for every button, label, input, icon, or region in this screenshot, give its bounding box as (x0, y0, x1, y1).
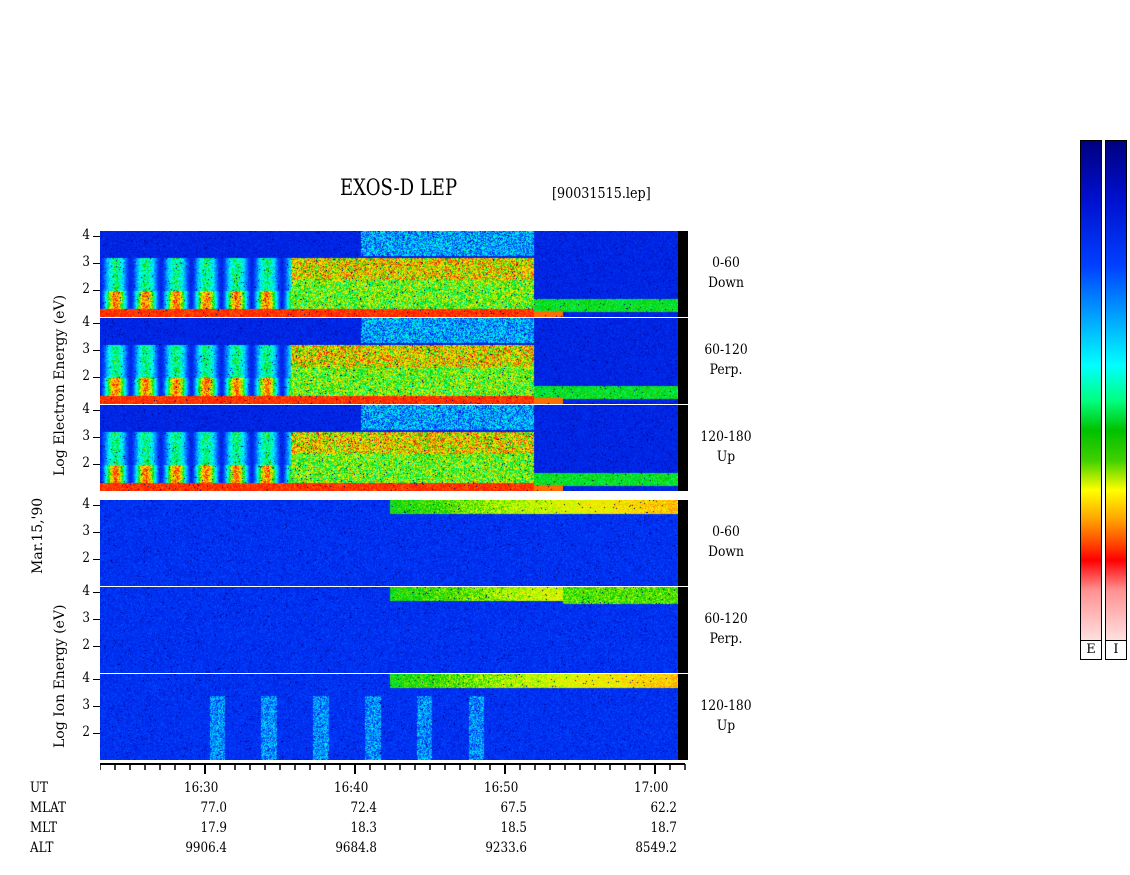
y-tick-mark (93, 290, 100, 292)
pitch-direction: Down (708, 544, 744, 560)
pitch-range: 0-60 (712, 524, 740, 540)
electron-energy-axis-label: Log Electron Energy (eV) (52, 294, 68, 476)
ephemeris-value: 77.0 (200, 800, 227, 816)
y-tick-mark (93, 679, 100, 681)
y-tick-mark (93, 236, 100, 238)
panel-edge (678, 405, 688, 491)
ephemeris-row-name: MLAT (30, 800, 66, 816)
y-tick-label: 4 (82, 401, 90, 418)
time-axis (100, 763, 686, 774)
panel-edge (678, 674, 688, 760)
ephemeris-value: 17.9 (200, 820, 227, 836)
ion-colorbar: I (1105, 140, 1127, 660)
spectrogram-ion-0 (100, 500, 678, 586)
ephemeris-value: 72.4 (350, 800, 377, 816)
y-tick-label: 3 (82, 610, 90, 627)
time-tick-label: 16:40 (334, 780, 369, 796)
ephemeris-value: 9906.4 (185, 840, 227, 856)
pitch-direction: Perp. (709, 362, 743, 378)
y-tick-mark (93, 733, 100, 735)
y-tick-label: 2 (82, 368, 90, 385)
y-tick-mark (93, 410, 100, 412)
spectrogram-ion-2 (100, 674, 678, 760)
spectrogram-ion-1 (100, 587, 678, 673)
y-tick-label: 4 (82, 314, 90, 331)
pitch-angle-label: 120-180 Up (690, 427, 762, 467)
pitch-angle-label: 0-60 Down (690, 253, 762, 293)
pitch-angle-label: 0-60 Down (690, 522, 762, 562)
panel-edge (678, 318, 688, 404)
panel-edge (678, 587, 688, 673)
pitch-direction: Up (716, 718, 736, 734)
ephemeris-row-name: MLT (30, 820, 58, 836)
y-tick-mark (93, 646, 100, 648)
pitch-angle-label: 60-120 Perp. (690, 340, 762, 380)
y-tick-mark (93, 505, 100, 507)
pitch-range: 60-120 (704, 611, 748, 627)
ephemeris-value: 67.5 (500, 800, 527, 816)
y-tick-mark (93, 377, 100, 379)
panel-edge (678, 500, 688, 586)
pitch-range: 60-120 (704, 342, 748, 358)
ephemeris-row-name: UT (30, 780, 48, 796)
ion-colorbar-label: I (1106, 640, 1126, 659)
y-tick-mark (93, 592, 100, 594)
y-tick-label: 3 (82, 341, 90, 358)
panel-edge (678, 231, 688, 317)
y-tick-label: 4 (82, 670, 90, 687)
y-tick-mark (93, 323, 100, 325)
ephemeris-value: 18.7 (650, 820, 677, 836)
ephemeris-value: 9233.6 (485, 840, 527, 856)
pitch-range: 120-180 (700, 698, 752, 714)
pitch-direction: Up (716, 449, 736, 465)
pitch-range: 120-180 (700, 429, 752, 445)
time-tick-label: 16:30 (184, 780, 219, 796)
pitch-angle-label: 60-120 Perp. (690, 609, 762, 649)
y-tick-label: 4 (82, 496, 90, 513)
y-tick-label: 2 (82, 637, 90, 654)
ephemeris-row-name: ALT (30, 840, 54, 856)
ephemeris-value: 18.5 (500, 820, 527, 836)
pitch-angle-label: 120-180 Up (690, 696, 762, 736)
y-tick-mark (93, 437, 100, 439)
spectrogram-electron-2 (100, 405, 678, 491)
y-tick-label: 2 (82, 724, 90, 741)
spectrogram-electron-1 (100, 318, 678, 404)
y-tick-label: 2 (82, 455, 90, 472)
ion-colorbar-gradient (1106, 141, 1126, 640)
ephemeris-value: 9684.8 (335, 840, 377, 856)
time-tick-label: 17:00 (634, 780, 669, 796)
ephemeris-value: 8549.2 (635, 840, 677, 856)
ephemeris-value: 62.2 (650, 800, 677, 816)
time-tick-label: 16:50 (484, 780, 519, 796)
y-tick-label: 2 (82, 281, 90, 298)
y-tick-mark (93, 619, 100, 621)
electron-colorbar-gradient (1081, 141, 1101, 640)
y-tick-label: 2 (82, 550, 90, 567)
y-tick-label: 3 (82, 254, 90, 271)
spectrogram-electron-0 (100, 231, 678, 317)
y-tick-mark (93, 263, 100, 265)
y-tick-label: 4 (82, 583, 90, 600)
pitch-direction: Down (708, 275, 744, 291)
y-tick-label: 3 (82, 428, 90, 445)
y-tick-mark (93, 559, 100, 561)
electron-colorbar-label: E (1081, 640, 1101, 659)
y-tick-label: 3 (82, 523, 90, 540)
chart-title: EXOS-D LEP (340, 176, 458, 201)
ephemeris-value: 18.3 (350, 820, 377, 836)
ion-energy-axis-label: Log Ion Energy (eV) (52, 604, 68, 748)
date-label: Mar.15,'90 (30, 497, 46, 574)
y-tick-label: 3 (82, 697, 90, 714)
electron-colorbar: E (1080, 140, 1102, 660)
pitch-direction: Perp. (709, 631, 743, 647)
pitch-range: 0-60 (712, 255, 740, 271)
file-name: [90031515.lep] (552, 184, 651, 202)
y-tick-label: 4 (82, 227, 90, 244)
y-tick-mark (93, 532, 100, 534)
y-tick-mark (93, 350, 100, 352)
y-tick-mark (93, 464, 100, 466)
y-tick-mark (93, 706, 100, 708)
